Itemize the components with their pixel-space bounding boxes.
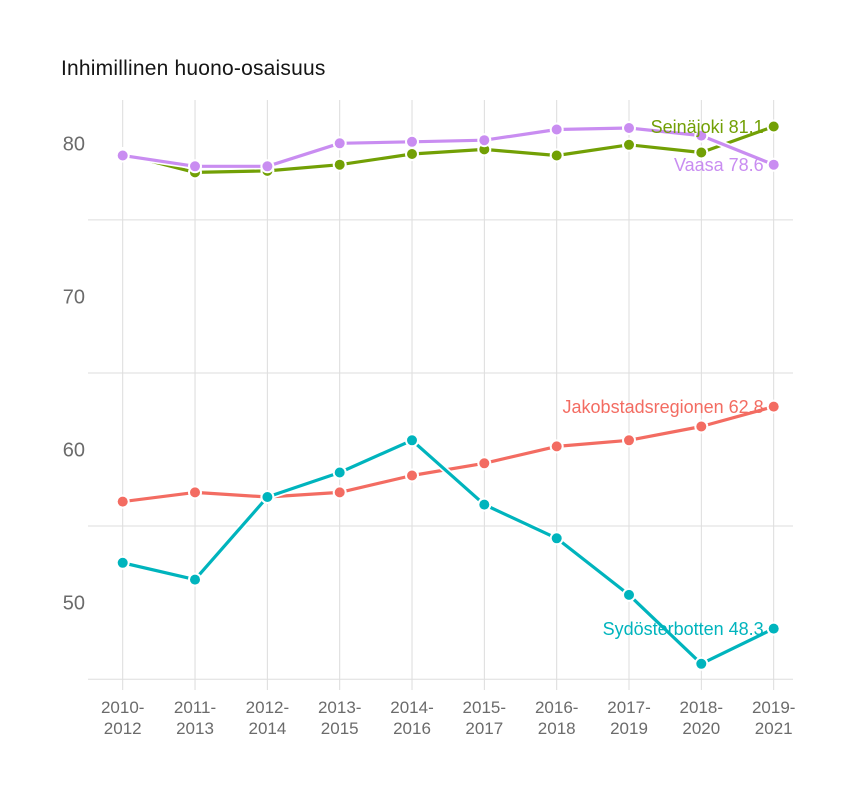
x-axis-label: 2015-2017 — [463, 698, 506, 738]
data-point — [768, 623, 779, 634]
series-line-halo — [119, 403, 777, 505]
y-axis-label: 70 — [63, 286, 85, 308]
data-point — [334, 138, 345, 149]
x-axis-label: 2014-2016 — [390, 698, 433, 738]
x-axis-label: 2011-2013 — [174, 698, 216, 738]
series-end-label-jakobstadsregionen: Jakobstadsregionen 62.8 — [563, 397, 764, 417]
series-line — [121, 405, 776, 504]
x-axis: 2010-2012 2011-2013 2012-2014 2013-2015 2014… — [101, 698, 795, 738]
series-line — [121, 124, 776, 174]
data-point — [407, 136, 417, 147]
data-point — [117, 557, 128, 568]
data-point — [407, 470, 417, 481]
data-point — [551, 150, 562, 161]
series-line — [121, 126, 776, 168]
y-axis-label: 50 — [63, 593, 85, 615]
data-point — [479, 499, 490, 510]
data-point — [407, 435, 417, 446]
x-axis-label: 2019-2021 — [752, 698, 795, 738]
data-point — [334, 487, 345, 498]
data-point — [334, 159, 345, 170]
data-point — [551, 441, 562, 452]
y-axis: 80 70 60 50 — [63, 133, 85, 614]
series-vaasa — [115, 121, 781, 174]
series-sydosterbotten — [115, 433, 781, 671]
chart-title: Inhimillinen huono-osaisuus — [61, 57, 326, 80]
data-point — [768, 121, 779, 132]
data-point — [190, 161, 200, 172]
data-point — [768, 401, 779, 412]
series-line — [121, 438, 776, 666]
x-axis-label: 2018-2020 — [680, 698, 723, 738]
data-point — [624, 123, 634, 133]
y-axis-label: 80 — [63, 133, 85, 155]
horizontal-gridlines — [88, 219, 793, 680]
data-point — [551, 124, 562, 135]
data-point — [479, 135, 490, 146]
y-axis-label: 60 — [63, 440, 85, 462]
vertical-gridlines — [122, 100, 775, 690]
data-point — [479, 144, 490, 155]
data-point — [262, 161, 273, 172]
series-end-label-sydosterbotten: Sydösterbotten 48.3 — [603, 619, 764, 639]
series-labels: Seinäjoki 81.1 Jakobstadsregionen 62.8 Syd… — [563, 117, 764, 639]
data-point — [407, 149, 417, 159]
data-point — [117, 496, 128, 507]
data-point — [262, 492, 273, 502]
data-point — [696, 130, 707, 141]
series-end-label-seinajoki: Seinäjoki 81.1 — [651, 117, 764, 137]
data-point — [624, 139, 634, 150]
x-axis-label: 2017-2019 — [607, 698, 650, 738]
x-axis-label: 2013-2015 — [318, 698, 361, 738]
data-point — [479, 458, 490, 469]
data-point — [190, 487, 200, 498]
data-point — [624, 589, 634, 600]
x-axis-label: 2010-2012 — [101, 698, 144, 738]
data-point — [768, 159, 779, 170]
data-point — [334, 467, 345, 478]
data-point — [696, 658, 707, 669]
data-point — [696, 147, 707, 158]
data-point — [696, 421, 707, 432]
data-point — [117, 150, 128, 161]
data-point — [551, 533, 562, 544]
data-point — [624, 435, 634, 446]
x-axis-label: 2016-2018 — [535, 698, 578, 738]
series-end-label-vaasa: Vaasa 78.6 — [674, 155, 764, 175]
data-point — [190, 574, 200, 585]
x-axis-label: 2012-2014 — [246, 698, 289, 738]
